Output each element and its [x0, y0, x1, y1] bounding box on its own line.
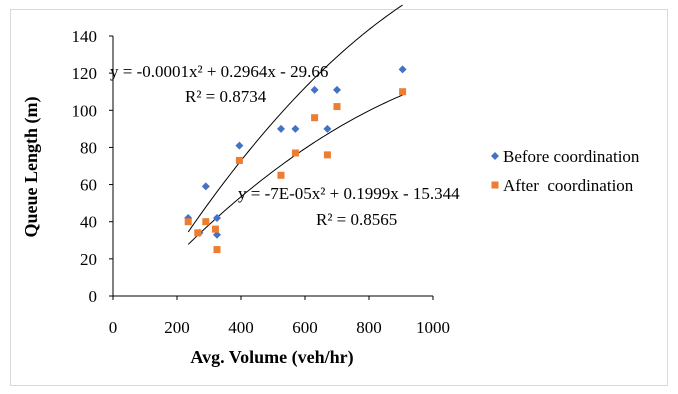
point-before: [333, 86, 341, 94]
x-tick-label: 400: [228, 318, 254, 337]
x-tick-label: 1000: [416, 318, 450, 337]
point-after: [202, 218, 209, 225]
point-before: [202, 182, 210, 190]
point-after: [278, 172, 285, 179]
trendline-equation-before: y = -0.0001x² + 0.2964x - 29.66: [110, 62, 328, 81]
point-before: [291, 125, 299, 133]
point-before: [277, 125, 285, 133]
x-tick-label: 800: [356, 318, 382, 337]
point-after: [324, 151, 331, 158]
x-tick-label: 200: [164, 318, 190, 337]
y-axis-title: Queue Length (m): [21, 97, 42, 238]
y-tick-label: 100: [72, 101, 98, 120]
x-tick-label: 0: [109, 318, 118, 337]
legend-marker-before: [491, 152, 499, 160]
x-tick-label: 600: [292, 318, 318, 337]
x-axis-title: Avg. Volume (veh/hr): [190, 347, 353, 368]
point-after: [311, 114, 318, 121]
y-tick-label: 80: [80, 138, 97, 157]
y-tick-label: 120: [72, 64, 98, 83]
point-after: [194, 229, 201, 236]
point-after: [399, 88, 406, 95]
r2-label-after: R² = 0.8565: [316, 210, 397, 229]
trendline-equation-after: y = -7E-05x² + 0.1999x - 15.344: [238, 184, 460, 203]
trendlines: [188, 5, 402, 244]
legend-label-after: After coordination: [503, 176, 634, 195]
point-after: [185, 218, 192, 225]
legend-marker-after: [492, 182, 499, 189]
point-after: [236, 157, 243, 164]
y-tick-label: 0: [89, 287, 98, 306]
point-before: [399, 65, 407, 73]
legend: Before coordination After coordination: [491, 147, 640, 195]
point-after: [214, 246, 221, 253]
y-tick-label: 60: [80, 176, 97, 195]
point-before: [235, 142, 243, 150]
r2-label-before: R² = 0.8734: [185, 87, 267, 106]
point-after: [334, 103, 341, 110]
point-before: [323, 125, 331, 133]
y-tick-label: 40: [80, 213, 97, 232]
point-after: [212, 226, 219, 233]
point-after: [292, 150, 299, 157]
y-tick-label: 20: [80, 250, 97, 269]
legend-label-before: Before coordination: [503, 147, 640, 166]
y-tick-label: 140: [72, 27, 98, 46]
point-before: [311, 86, 319, 94]
